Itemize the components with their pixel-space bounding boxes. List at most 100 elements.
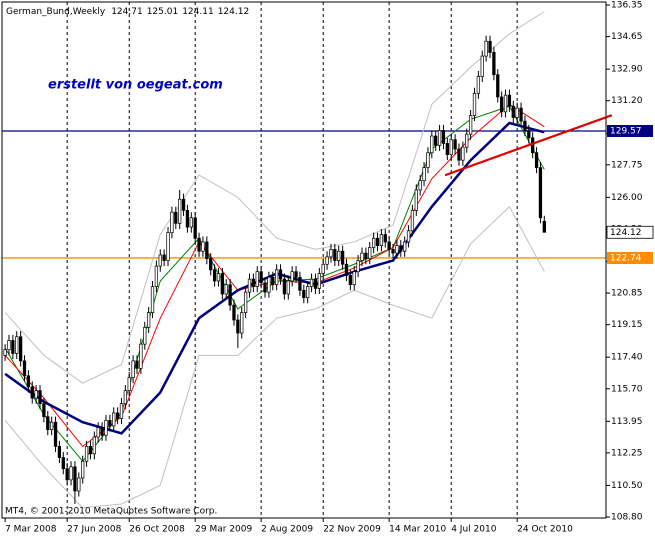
candle-body	[18, 336, 23, 362]
y-tick-label: 136.35	[611, 1, 643, 11]
x-tick-label: 24 Oct 2010	[517, 525, 573, 535]
candle-body	[430, 135, 434, 154]
candle-body	[534, 152, 539, 168]
candle-body	[185, 210, 190, 228]
candle-body	[100, 427, 104, 436]
candle-body	[302, 289, 306, 299]
annotation: erstellt von oegeat.com	[48, 78, 223, 93]
candle-body	[174, 211, 178, 224]
x-tick-label: 22 Nov 2009	[323, 525, 381, 535]
candle-body	[472, 92, 477, 116]
candle-body	[3, 349, 7, 356]
candle-body	[480, 55, 484, 77]
candle-body	[434, 135, 438, 146]
candle-body	[166, 232, 170, 261]
candle-body	[476, 76, 481, 94]
candle-body	[507, 94, 512, 107]
candle-body	[115, 412, 120, 419]
candle-body	[387, 241, 391, 250]
candle-body	[92, 436, 96, 455]
candle-body	[410, 210, 415, 232]
candle-body	[197, 237, 201, 252]
candle-body	[247, 278, 252, 293]
candle-body	[286, 280, 290, 295]
candle-body	[30, 386, 34, 399]
candle-body	[170, 211, 174, 234]
candle-body	[488, 40, 492, 53]
y-tick-label: 120.85	[611, 289, 643, 299]
symbol: German_Bund,Weekly	[6, 7, 106, 17]
x-tick-label: 4 Jul 2010	[451, 525, 496, 535]
candle-body	[220, 273, 224, 295]
candle-body	[317, 273, 321, 289]
level-label-box	[607, 251, 653, 264]
candle-body	[263, 282, 267, 293]
candle-body	[278, 269, 283, 280]
candle-body	[267, 276, 271, 293]
candle-body	[158, 254, 162, 267]
candle-body	[65, 468, 69, 481]
candle-body	[271, 276, 275, 286]
x-tick-label: 14 Mar 2010	[389, 525, 446, 535]
y-tick-label: 117.40	[611, 353, 643, 363]
candle-body	[426, 152, 430, 168]
x-tick-label: 29 Mar 2009	[195, 525, 252, 535]
candle-body	[371, 237, 376, 248]
candle-body	[403, 241, 407, 252]
candle-body	[414, 189, 418, 211]
candle-body	[127, 377, 131, 391]
candle-body	[15, 336, 19, 354]
y-tick-label: 131.20	[611, 96, 643, 106]
candle-body	[298, 276, 302, 291]
x-tick-label: 27 Jun 2008	[67, 525, 121, 535]
trendline	[444, 116, 606, 177]
trendline-extension	[605, 114, 613, 119]
candle-body	[290, 271, 294, 282]
y-tick-label: 119.15	[611, 320, 643, 330]
candle-body	[11, 340, 15, 354]
candle-body	[259, 271, 263, 284]
header-low: 124.11	[182, 7, 214, 17]
candle-body	[352, 271, 356, 286]
candle-body	[240, 312, 244, 334]
candle-body	[84, 446, 89, 462]
candle-body	[360, 252, 364, 261]
candle-body	[461, 146, 465, 161]
candle-body	[356, 260, 360, 273]
candle-body	[468, 115, 473, 135]
candle-body	[255, 271, 259, 287]
candle-body	[527, 130, 531, 139]
candle-body	[375, 237, 380, 247]
level-label: 129.57	[610, 127, 642, 137]
candle-body	[243, 291, 248, 313]
candle-body	[189, 217, 193, 228]
candle-body	[542, 220, 546, 233]
candle-body	[209, 258, 213, 271]
header-open: 124.71	[111, 7, 143, 17]
y-tick-label: 132.90	[611, 65, 643, 75]
candle-body	[492, 52, 496, 76]
candle-body	[348, 275, 353, 286]
candle-body	[26, 375, 31, 388]
candle-body	[399, 245, 403, 252]
candle-body	[53, 421, 58, 447]
header-high: 125.01	[147, 7, 179, 17]
y-tick-label: 110.50	[611, 481, 643, 491]
price-label-box	[606, 225, 654, 239]
candle-body	[418, 180, 422, 191]
y-tick-label: 108.80	[611, 513, 643, 523]
candle-body	[104, 420, 108, 436]
footer: MT4, © 2001-2010 MetaQuotes Software Cor…	[5, 507, 217, 517]
candle-body	[96, 427, 100, 438]
y-tick-label: 112.25	[611, 448, 643, 458]
axes: 136.35134.65132.90131.20129.45127.75126.…	[4, 1, 654, 535]
candle-body	[422, 167, 426, 181]
header-close: 124.12	[218, 7, 250, 17]
candle-body	[499, 96, 504, 113]
candle-body	[7, 340, 11, 351]
candle-body	[313, 278, 318, 289]
candle-body	[383, 234, 387, 243]
candle-body	[154, 265, 159, 287]
candle-body	[123, 390, 128, 404]
